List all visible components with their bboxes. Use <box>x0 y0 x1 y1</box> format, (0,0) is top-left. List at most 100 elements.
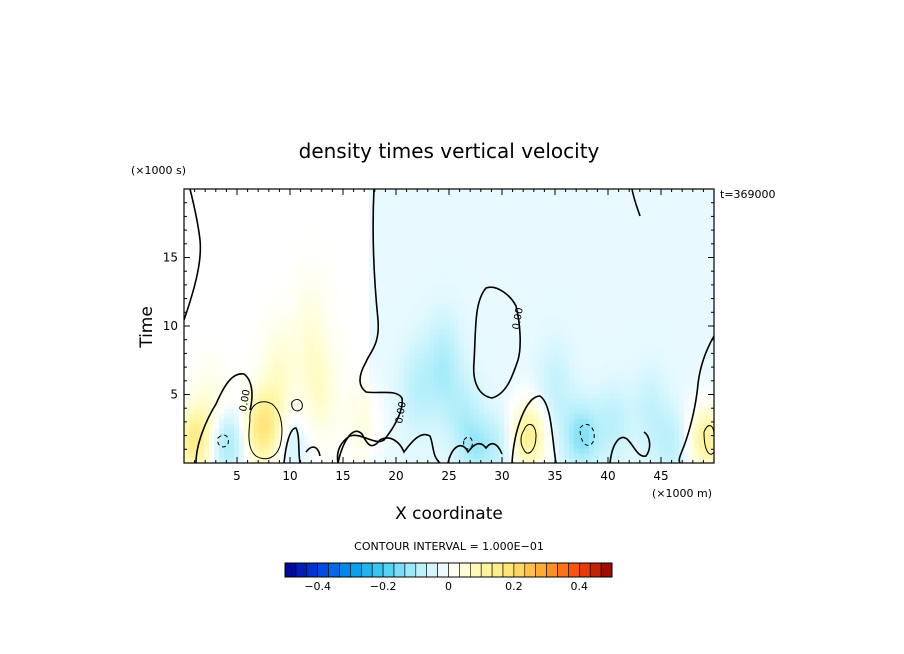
heatmap-cell <box>324 423 330 429</box>
heatmap-cell <box>304 388 310 394</box>
heatmap-cell <box>379 373 385 379</box>
heatmap-cell <box>464 283 470 290</box>
heatmap-cell <box>399 388 405 394</box>
heatmap-cell <box>374 318 380 325</box>
heatmap-cell <box>604 193 610 200</box>
heatmap-cell <box>224 228 230 235</box>
heatmap-cell <box>404 323 410 330</box>
heatmap-cell <box>484 343 490 350</box>
heatmap-cell <box>399 288 405 295</box>
heatmap-cell <box>349 273 355 280</box>
heatmap-cell <box>539 189 545 195</box>
heatmap-cell <box>364 443 370 449</box>
heatmap-cell <box>229 203 235 210</box>
heatmap-cell <box>369 273 375 280</box>
heatmap-cell <box>499 278 505 285</box>
heatmap-cell <box>244 428 250 434</box>
heatmap-cell <box>244 413 250 419</box>
heatmap-cell <box>309 418 315 424</box>
heatmap-cell <box>514 228 520 235</box>
heatmap-cell <box>429 368 435 374</box>
heatmap-cell <box>334 198 340 205</box>
heatmap-cell <box>389 248 395 255</box>
heatmap-cell <box>189 403 195 409</box>
heatmap-cell <box>449 418 455 424</box>
heatmap-cell <box>514 218 520 225</box>
heatmap-cell <box>519 363 525 369</box>
heatmap-cell <box>574 368 580 374</box>
heatmap-cell <box>259 248 265 255</box>
heatmap-cell <box>309 343 315 350</box>
heatmap-cell <box>444 298 450 305</box>
heatmap-cell <box>499 298 505 305</box>
heatmap-cell <box>394 223 400 230</box>
heatmap-cell <box>274 368 280 374</box>
heatmap-cell <box>419 263 425 270</box>
heatmap-cell <box>434 393 440 399</box>
heatmap-cell <box>264 248 270 255</box>
heatmap-cell <box>219 423 225 429</box>
heatmap-cell <box>614 403 620 409</box>
heatmap-cell <box>219 458 225 463</box>
heatmap-cell <box>209 293 215 300</box>
heatmap-cell <box>459 193 465 200</box>
heatmap-cell <box>369 368 375 374</box>
heatmap-cell <box>389 303 395 310</box>
heatmap-cell <box>519 268 525 275</box>
heatmap-cell <box>414 203 420 210</box>
heatmap-cell <box>334 243 340 250</box>
heatmap-cell <box>424 313 430 320</box>
heatmap-cell <box>594 433 600 439</box>
heatmap-cell <box>359 438 365 444</box>
heatmap-cell <box>254 418 260 424</box>
heatmap-cell <box>629 423 635 429</box>
heatmap-cell <box>449 213 455 220</box>
heatmap-cell <box>389 388 395 394</box>
heatmap-cell <box>499 268 505 275</box>
heatmap-cell <box>214 233 220 240</box>
heatmap-cell <box>234 238 240 245</box>
heatmap-cell <box>439 398 445 404</box>
heatmap-cell <box>509 273 515 280</box>
heatmap-cell <box>499 338 505 345</box>
heatmap-cell <box>199 448 205 454</box>
heatmap-cell <box>504 248 510 255</box>
heatmap-cell <box>389 418 395 424</box>
heatmap-cell <box>294 358 300 364</box>
heatmap-cell <box>414 258 420 265</box>
heatmap-cell <box>439 263 445 270</box>
heatmap-cell <box>614 393 620 399</box>
heatmap-cell <box>554 223 560 230</box>
heatmap-cell <box>289 258 295 265</box>
heatmap-cell <box>534 248 540 255</box>
heatmap-cell <box>449 428 455 434</box>
heatmap-cell <box>189 383 195 389</box>
heatmap-cell <box>574 258 580 265</box>
heatmap-cell <box>544 278 550 285</box>
heatmap-cell <box>529 348 535 354</box>
heatmap-cell <box>314 438 320 444</box>
heatmap-cell <box>244 283 250 290</box>
heatmap-cell <box>299 223 305 230</box>
heatmap-cell <box>569 318 575 325</box>
heatmap-cell <box>599 293 605 300</box>
heatmap-cell <box>514 223 520 230</box>
heatmap-cell <box>554 353 560 359</box>
heatmap-cell <box>539 343 545 350</box>
heatmap-cell <box>514 193 520 200</box>
heatmap-cell <box>504 258 510 265</box>
heatmap-cell <box>469 213 475 220</box>
heatmap-cell <box>284 189 290 195</box>
heatmap-cell <box>589 248 595 255</box>
heatmap-cell <box>404 363 410 369</box>
heatmap-cell <box>254 338 260 345</box>
heatmap-cell <box>254 218 260 225</box>
heatmap-cell <box>374 443 380 449</box>
heatmap-cell <box>569 313 575 320</box>
heatmap-cell <box>534 263 540 270</box>
heatmap-cell <box>504 263 510 270</box>
heatmap-cell <box>364 318 370 325</box>
heatmap-cell <box>319 243 325 250</box>
heatmap-cell <box>564 243 570 250</box>
heatmap-cell <box>444 228 450 235</box>
